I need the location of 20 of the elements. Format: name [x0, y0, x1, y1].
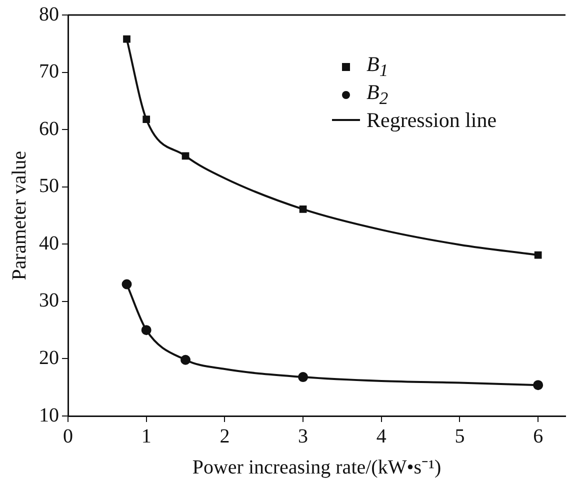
x-tick-label: 0	[63, 425, 73, 448]
x-tick-label: 6	[533, 425, 544, 448]
x-tick-label: 5	[454, 425, 465, 448]
y-axis-title: Parameter value	[8, 150, 30, 280]
x-tick-label: 4	[376, 425, 386, 448]
x-tick-label: 1	[141, 425, 152, 448]
y-tick-label: 60	[39, 118, 59, 140]
legend-label: B$_{1}$	[366, 52, 388, 82]
y-tick-label: 20	[39, 346, 59, 369]
y-tick-label: 80	[39, 3, 59, 26]
x-axis-title: Power increasing rate/(kW•s⁻¹)	[192, 456, 442, 478]
y-tick-label: 70	[39, 60, 59, 83]
y-tick-label: 30	[39, 290, 59, 312]
legend-label: B$_{2}$	[366, 80, 388, 110]
legend-label: Regression line	[366, 108, 497, 132]
x-tick-label: 3	[298, 425, 308, 448]
y-tick-label: 40	[39, 232, 59, 254]
y-tick-label: 50	[39, 175, 59, 198]
x-tick-label: 2	[220, 425, 230, 448]
y-tick-label: 10	[39, 404, 59, 426]
